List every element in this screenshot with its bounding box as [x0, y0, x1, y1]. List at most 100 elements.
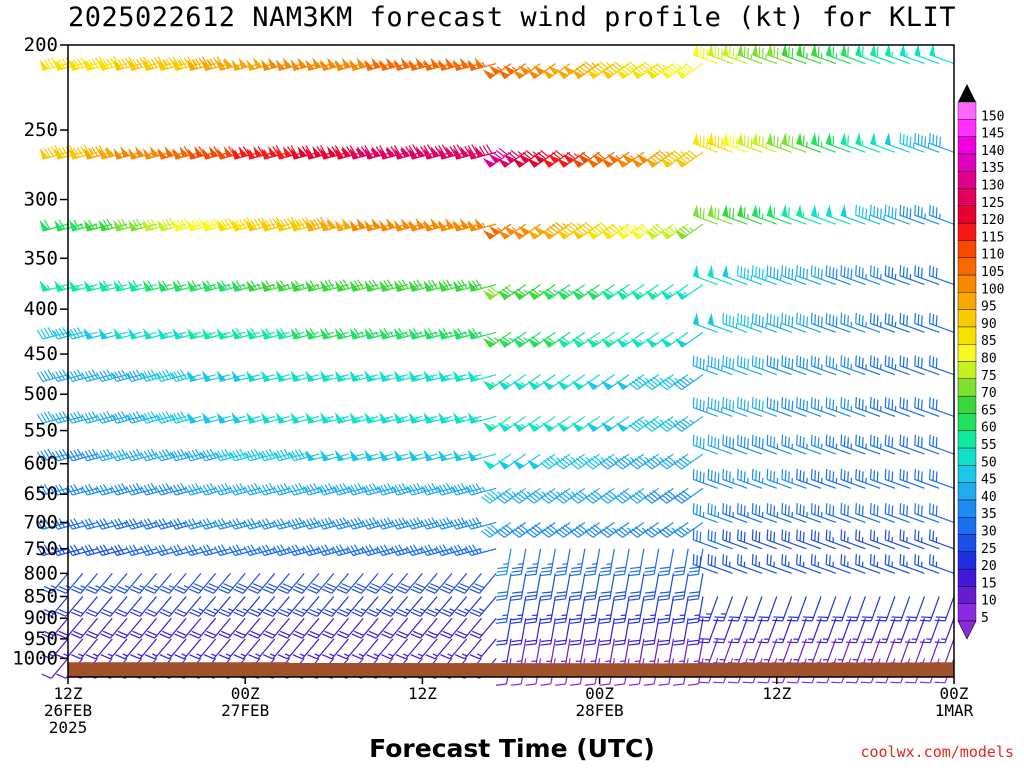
wind-barb — [928, 468, 955, 489]
wind-barb — [465, 483, 497, 496]
wind-barb — [658, 618, 675, 646]
wind-barb — [855, 554, 881, 574]
surface-terrain-layer — [68, 662, 954, 677]
wind-barb — [144, 596, 172, 617]
wind-barb — [130, 596, 158, 617]
wind-barb — [796, 397, 822, 417]
wind-barb — [914, 554, 940, 574]
wind-barb — [928, 312, 955, 333]
y-tick-label: 400 — [24, 298, 58, 320]
wind-barb — [187, 412, 216, 424]
wind-barb — [201, 146, 231, 160]
wind-barb — [512, 284, 541, 301]
wind-barb — [737, 312, 763, 333]
wind-barb — [919, 618, 940, 644]
wind-barb — [376, 483, 408, 496]
wind-barb — [203, 617, 231, 639]
wind-barb — [231, 327, 261, 340]
wind-barb — [334, 370, 364, 382]
colorbar-label: 70 — [981, 386, 997, 401]
wind-barb — [658, 548, 675, 577]
wind-barb — [929, 43, 955, 65]
colorbar-label: 110 — [981, 248, 1004, 263]
colorbar-cell — [957, 101, 977, 120]
wind-barb — [174, 638, 202, 660]
wind-barb — [440, 617, 468, 639]
wind-barb — [840, 204, 866, 225]
wind-barb — [454, 596, 482, 617]
wind-barb — [203, 572, 231, 594]
x-tick-label: 12Z — [54, 684, 83, 703]
wind-barb — [615, 284, 645, 301]
wind-barb — [320, 279, 349, 292]
wind-barb — [766, 468, 792, 489]
wind-barb — [41, 638, 69, 660]
wind-barb — [869, 312, 896, 333]
wind-barb — [899, 204, 925, 225]
colorbar-label: 90 — [981, 317, 997, 332]
wind-barb — [586, 61, 615, 80]
wind-barb — [496, 618, 512, 646]
wind-barb — [855, 434, 881, 455]
wind-barb — [467, 412, 497, 424]
wind-barb — [722, 503, 748, 524]
wind-barb — [840, 397, 866, 417]
wind-barb — [860, 596, 881, 622]
wind-barb — [438, 217, 467, 232]
colorbar-label: 140 — [981, 144, 1004, 159]
wind-barb — [248, 617, 276, 639]
wind-barb — [203, 638, 231, 660]
wind-barb — [334, 412, 364, 424]
wind-barb — [810, 265, 837, 286]
wind-barb — [379, 327, 408, 340]
wind-barb — [614, 548, 630, 577]
wind-barb — [174, 596, 202, 617]
x-tick-label: 00Z — [231, 684, 260, 703]
wind-barb — [425, 638, 453, 660]
wind-barb — [395, 596, 423, 617]
wind-barb — [261, 412, 290, 424]
credit-link[interactable]: coolwx.com/models — [860, 743, 1014, 761]
wind-barb — [349, 412, 379, 424]
wind-barb — [467, 449, 497, 462]
colorbar-cell — [957, 309, 977, 328]
wind-barb — [349, 370, 379, 382]
wind-barb — [692, 468, 718, 489]
wind-barb — [810, 132, 837, 153]
wind-barb — [305, 327, 334, 340]
colorbar-cell — [957, 499, 977, 518]
wind-barb — [869, 503, 896, 524]
wind-barb — [452, 449, 482, 462]
wind-barb — [262, 638, 290, 660]
wind-barb — [320, 145, 349, 160]
wind-barb — [364, 449, 394, 462]
wind-barb — [698, 596, 719, 622]
wind-barb — [884, 397, 910, 417]
wind-barb — [423, 327, 453, 340]
wind-barb — [772, 618, 793, 644]
wind-barb — [349, 279, 379, 292]
wind-barb — [928, 265, 955, 286]
wind-barb — [41, 596, 69, 617]
colorbar-cell — [957, 222, 977, 241]
wind-barb — [423, 370, 453, 382]
wind-barb — [899, 397, 925, 417]
wind-barb — [875, 596, 896, 622]
wind-barb — [692, 434, 718, 455]
wind-barb — [751, 397, 778, 417]
wind-barb — [751, 554, 778, 574]
wind-barb — [884, 355, 910, 376]
wind-barb — [540, 453, 571, 470]
wind-barb — [614, 638, 630, 667]
wind-barb — [142, 328, 172, 340]
wind-barb — [810, 397, 837, 417]
wind-barb — [246, 217, 275, 232]
wind-barb — [275, 412, 305, 424]
wind-barb — [796, 312, 822, 333]
wind-barb — [157, 280, 187, 292]
wind-barb — [275, 370, 305, 382]
wind-barb — [467, 57, 497, 71]
wind-barb — [840, 503, 866, 524]
y-tick-label: 950 — [24, 628, 58, 650]
wind-barb — [628, 618, 645, 646]
